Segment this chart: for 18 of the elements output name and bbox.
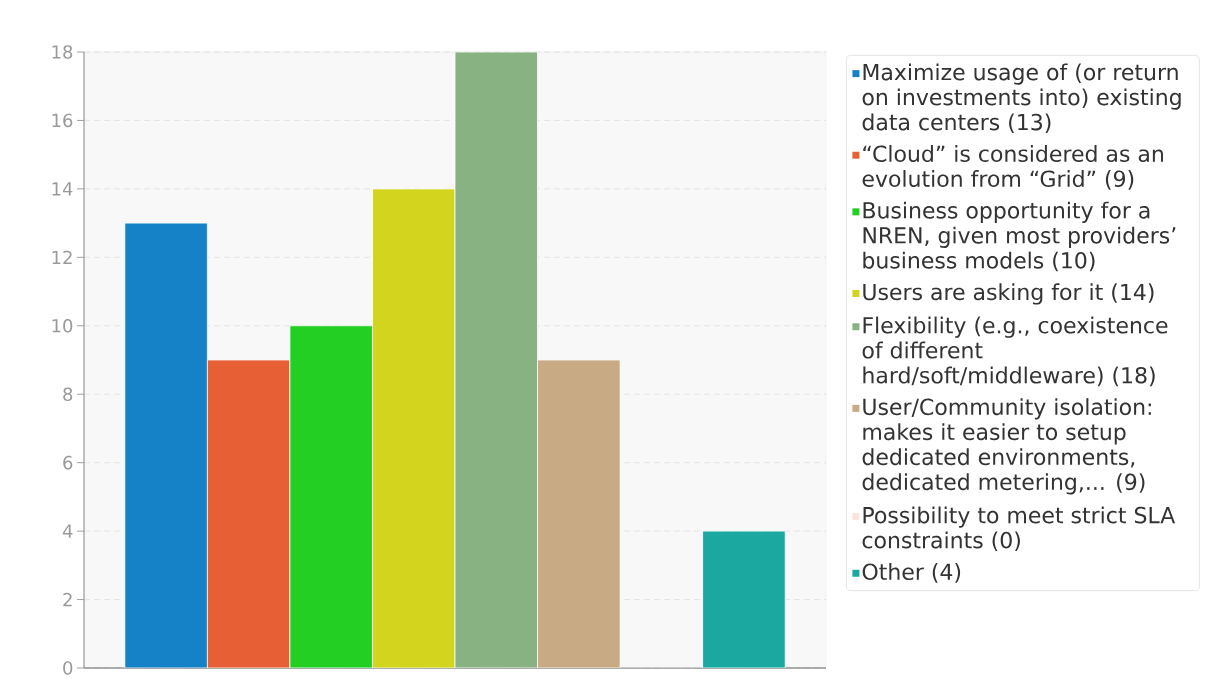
legend-label: “Cloud” is considered as an evolution from “Grid” (9) xyxy=(862,145,1163,190)
legend-label: User/Community isolation: makes it easier to setup dedicated environments, dedicated metering,... (9) xyxy=(862,398,1151,495)
y-tick-label: 16 xyxy=(52,113,73,128)
y-tick-label: 10 xyxy=(52,318,73,333)
legend-label: Users are asking for it (14) xyxy=(863,283,1154,305)
legend-label: Possibility to meet strict SLA constraints (0) xyxy=(862,506,1176,552)
y-tick-label: 18 xyxy=(52,45,73,59)
legend-label: Flexibility (e.g., coexistence of different hard/soft/middleware) (18) xyxy=(862,316,1168,387)
y-tick-label: 4 xyxy=(62,524,73,538)
y-tick-label: 0 xyxy=(63,661,73,675)
legend-label: Maximize usage of (or return on investments into) existing data centers (13) xyxy=(862,63,1181,134)
legend-label: Other (4) xyxy=(862,563,961,583)
y-tick-label: 2 xyxy=(63,592,72,607)
legend-label: Business opportunity for a NREN, given most providers’ business models (10) xyxy=(863,201,1176,272)
y-tick-label: 12 xyxy=(52,250,72,265)
y-tick-label: 6 xyxy=(63,455,73,470)
y-tick-label: 14 xyxy=(52,182,73,196)
y-tick-label: 8 xyxy=(63,387,73,402)
